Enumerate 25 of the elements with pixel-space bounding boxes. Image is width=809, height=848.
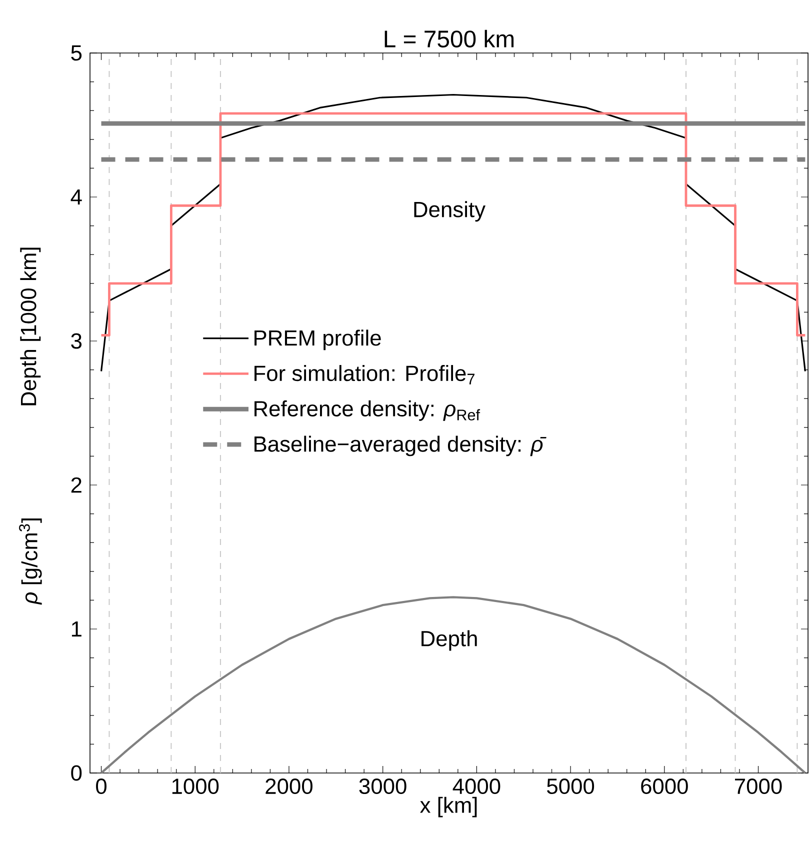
- x-tick-label: 2000: [266, 778, 312, 794]
- y-axis-title: Depth [1000 km]: [20, 248, 41, 406]
- x-tick-label: 5000: [547, 778, 594, 794]
- annotation: Density: [414, 201, 486, 222]
- x-axis-title: x [km]: [420, 796, 477, 818]
- y-tick-label: 5: [71, 45, 82, 61]
- x-tick-label: 3000: [359, 778, 406, 794]
- x-tick-label: 0: [96, 778, 106, 794]
- annotation: Depth: [422, 630, 477, 651]
- x-tick-label: 7000: [735, 778, 782, 794]
- y-tick-label: 2: [71, 477, 82, 493]
- chart-title: L = 7500 km: [384, 30, 514, 48]
- y-tick-label: 0: [71, 765, 82, 781]
- y-tick-label: 1: [72, 621, 82, 637]
- legend-label: Baseline−averaged density: ρ̄: [254, 436, 546, 456]
- y-tick-label: 3: [71, 333, 82, 349]
- text: ρ [g/cm$^{3}$]: [19, 518, 42, 605]
- y-tick-label: 4: [70, 189, 82, 205]
- legend-label: PREM profile: [254, 330, 381, 350]
- x-tick-label: 6000: [641, 778, 688, 794]
- x-tick-label: 4000: [452, 778, 500, 794]
- line-series: [100, 596, 806, 774]
- legend-label: Reference density: ρ$_{Ref}$: [254, 400, 480, 421]
- legend-label: For simulation: Profile$_{7}$: [254, 365, 474, 384]
- x-tick-label: 1000: [172, 778, 219, 794]
